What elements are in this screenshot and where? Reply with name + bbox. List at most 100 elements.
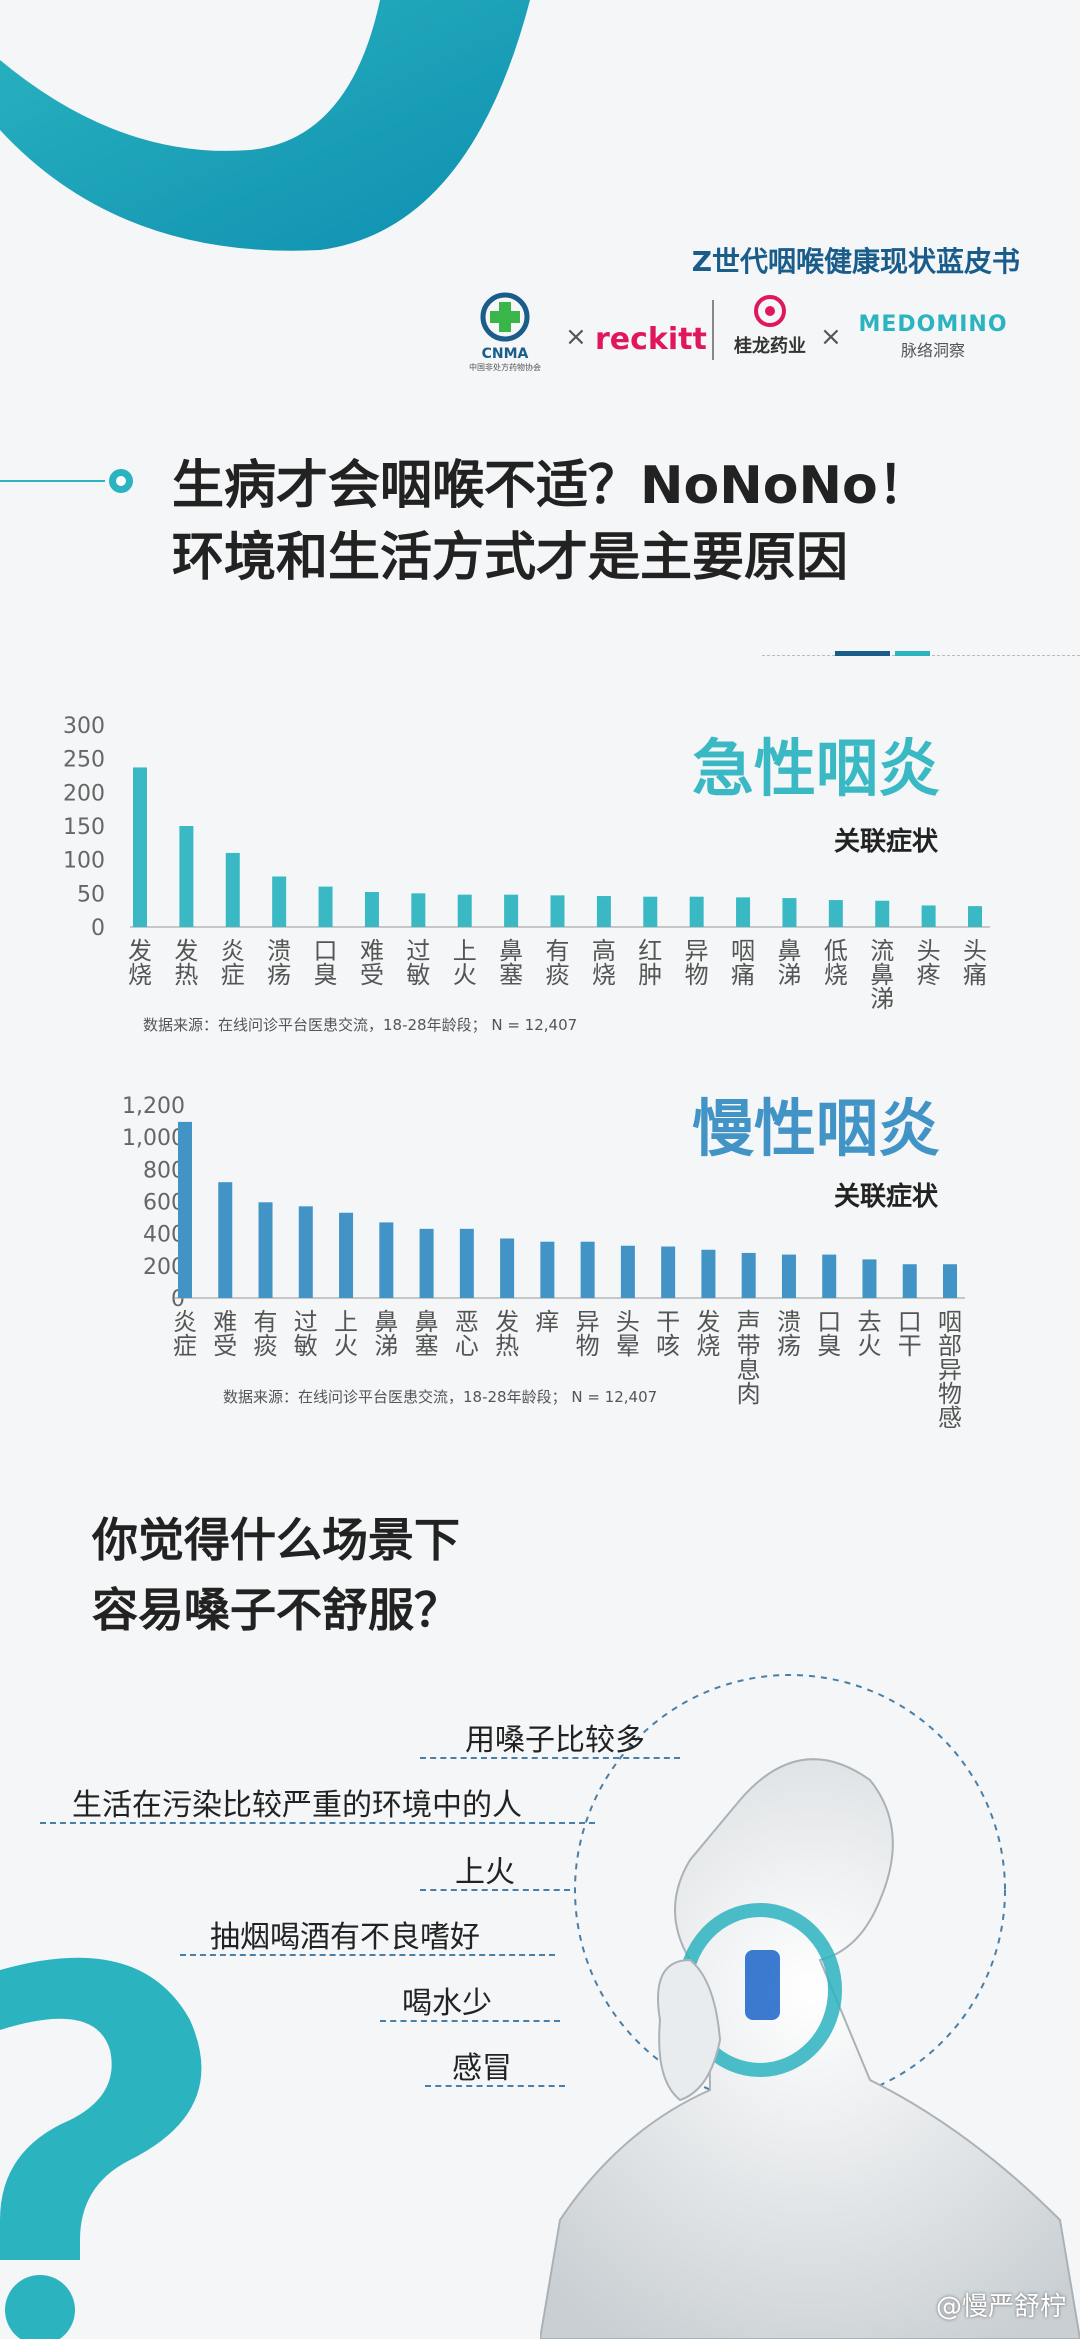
bar: [419, 1228, 434, 1298]
bar: [179, 826, 194, 927]
bar: [218, 1182, 233, 1298]
y-tick-label: 150: [63, 815, 105, 840]
x-tick-label: 发烧: [696, 1308, 720, 1360]
x-tick-label: 鼻塞: [499, 937, 523, 989]
x-tick-label: 异物: [685, 937, 709, 989]
logo-divider: [712, 300, 714, 360]
bar: [736, 897, 751, 927]
logo-separator-2: ×: [820, 322, 842, 352]
watermark: @慢严舒柠: [935, 2292, 1066, 2322]
scene-dash: [420, 1757, 680, 1759]
x-tick-label: 干咳: [656, 1308, 680, 1360]
chronic-pharyngitis-chart: 1,2001,0008006004002000炎症难受有痰过敏上火鼻涕鼻塞恶心发…: [122, 1092, 965, 1432]
bar: [689, 896, 704, 927]
x-tick-label: 难受: [360, 937, 384, 989]
scene-dash: [40, 1822, 595, 1824]
scene-dash: [420, 1889, 570, 1891]
x-tick-label: 过敏: [294, 1308, 318, 1360]
bar: [178, 1121, 192, 1298]
data-source-note: 数据来源：在线问诊平台医患交流，18-28年龄段； N = 12,407: [143, 1016, 577, 1034]
x-tick-label: 过敏: [406, 937, 430, 989]
x-tick-label: 上火: [334, 1308, 358, 1360]
x-tick-label: 头疼: [917, 937, 941, 989]
scene-item: 喝水少: [402, 1986, 492, 2021]
x-tick-label: 发热: [495, 1308, 519, 1360]
bar: [298, 1206, 313, 1298]
x-tick-label: 口干: [898, 1308, 922, 1360]
bar: [379, 1222, 394, 1298]
x-tick-label: 发热: [174, 937, 198, 989]
bar: [133, 767, 147, 927]
x-tick-label: 低烧: [824, 937, 848, 989]
y-tick-label: 300: [63, 714, 105, 739]
acute-pharyngitis-chart: 300 250 200 150 100 50 0 发烧发热炎症溃疡口臭难受过敏上火鼻塞有痰高烧…: [63, 714, 990, 1034]
x-tick-label: 异物: [576, 1308, 600, 1360]
divider-accent-dark: [835, 651, 890, 656]
x-tick-label: 口臭: [314, 937, 338, 989]
question-mark-icon: [0, 1957, 202, 2339]
chart-subtitle: 关联症状: [834, 826, 939, 857]
x-tick-label: 咽痛: [731, 937, 755, 989]
headline-line-2: 环境和生活方式才是主要原因: [172, 528, 849, 588]
x-tick-label: 上火: [453, 937, 477, 989]
bar: [540, 1241, 555, 1298]
bar: [862, 1259, 877, 1298]
guilong-logo: 桂龙药业: [725, 292, 815, 372]
x-tick-label: 恶心: [455, 1308, 479, 1360]
bar: [411, 893, 426, 927]
bar: [225, 852, 240, 927]
y-tick-label: 100: [63, 849, 105, 874]
x-tick-label: 鼻涕: [777, 937, 801, 989]
bar: [828, 900, 843, 927]
y-tick-label: 250: [63, 748, 105, 773]
bar: [500, 1238, 515, 1298]
bar: [550, 895, 565, 927]
bar: [364, 891, 379, 927]
headline: 生病才会咽喉不适？NoNoNo！ 环境和生活方式才是主要原因: [172, 450, 972, 594]
bar: [902, 1264, 917, 1298]
x-tick-label: 红肿: [638, 937, 662, 989]
x-tick-label: 高烧: [592, 937, 616, 989]
bar: [701, 1249, 716, 1298]
x-tick-label: 去火: [857, 1308, 881, 1360]
chart-title: 慢性咽炎: [692, 1092, 940, 1165]
bar: [741, 1252, 756, 1298]
bar: [620, 1245, 635, 1298]
x-tick-label: 溃疡: [267, 937, 291, 989]
bar: [580, 1241, 595, 1298]
x-tick-label: 头痛: [963, 937, 987, 989]
reckitt-logo: reckitt: [595, 322, 707, 357]
y-tick-label: 200: [63, 781, 105, 806]
bar: [272, 876, 287, 927]
x-tick-label: 口臭: [817, 1308, 841, 1360]
scene-dash: [380, 2020, 560, 2022]
cnma-cross-icon: [480, 292, 530, 342]
x-tick-label: 鼻塞: [415, 1308, 439, 1360]
y-tick-label: 1,200: [122, 1094, 185, 1119]
chart-subtitle: 关联症状: [834, 1181, 939, 1212]
bar: [661, 1246, 676, 1298]
y-tick-label: 1,000: [122, 1126, 185, 1151]
x-tick-label: 难受: [213, 1308, 237, 1360]
bar: [459, 1228, 474, 1298]
scene-item: 感冒: [452, 2051, 512, 2086]
question-line-2: 容易嗓子不舒服？: [92, 1583, 460, 1637]
divider-accent-light: [895, 651, 930, 656]
data-source-note: 数据来源：在线问诊平台医患交流，18-28年龄段； N = 12,407: [223, 1388, 657, 1406]
x-tick-label: 流鼻涕: [870, 937, 894, 1013]
report-title: Z世代咽喉健康现状蓝皮书: [691, 245, 1020, 278]
question-heading: 你觉得什么场景下 容易嗓子不舒服？: [92, 1505, 460, 1645]
headline-rule: [0, 480, 105, 482]
bar: [258, 1202, 273, 1298]
x-tick-label: 声带息肉: [737, 1308, 761, 1408]
x-tick-label: 发烧: [128, 937, 152, 989]
bar: [943, 1264, 957, 1298]
bar: [596, 896, 611, 927]
bar: [822, 1254, 837, 1298]
bar: [339, 1212, 354, 1298]
y-tick-label: 0: [91, 916, 105, 941]
scene-item: 生活在污染比较严重的环境中的人: [72, 1788, 522, 1823]
x-tick-label: 有痰: [546, 937, 570, 989]
question-line-1: 你觉得什么场景下: [92, 1513, 460, 1567]
bar: [504, 894, 519, 927]
